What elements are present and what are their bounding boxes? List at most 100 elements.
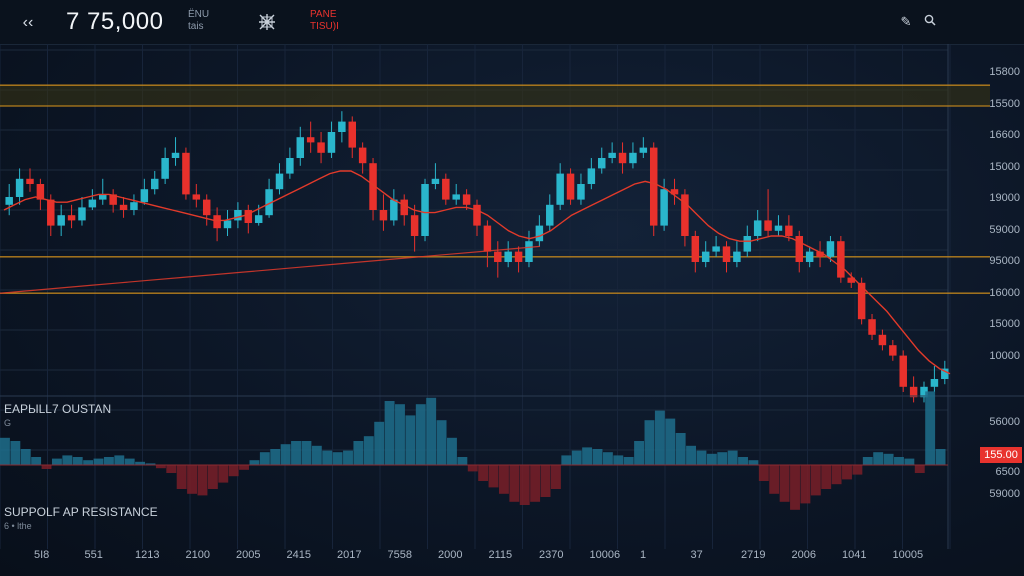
- price-axis-label: 15800: [989, 66, 1020, 78]
- candle-down: [442, 178, 450, 200]
- hist-bar-up: [613, 455, 624, 465]
- current-price: 7 75,000: [66, 8, 164, 35]
- hist-bar-down: [758, 465, 769, 481]
- indicator-axis-label: 56000: [989, 416, 1020, 428]
- symbol-line-2: tais: [188, 21, 204, 32]
- hist-bar-up: [415, 404, 426, 465]
- price-axis-label: 19000: [989, 192, 1020, 204]
- hist-bar-up: [114, 455, 125, 465]
- hist-bar-down: [166, 465, 177, 473]
- candle-down: [306, 137, 315, 143]
- price-axis-label: 10000: [989, 349, 1020, 362]
- right-tools: ✎: [896, 12, 944, 34]
- hist-bar-down: [207, 465, 218, 489]
- candle-down: [837, 241, 845, 278]
- candle-up: [161, 158, 169, 179]
- time-axis-label: 1: [640, 549, 647, 561]
- hist-bar-up: [727, 450, 738, 465]
- hist-bar-up: [10, 441, 21, 465]
- price-badge: 155.00: [980, 447, 1022, 463]
- draw-icon[interactable]: ✎: [900, 14, 912, 29]
- candle-up: [941, 368, 949, 379]
- candle-down: [26, 178, 34, 184]
- candle-down: [119, 204, 128, 210]
- candle-down: [462, 194, 471, 205]
- candle-down: [109, 194, 117, 205]
- candle-up: [587, 168, 596, 184]
- candle-up: [130, 202, 138, 210]
- time-axis-label: 2017: [337, 549, 362, 561]
- candle-down: [379, 210, 388, 221]
- candle-down: [691, 236, 700, 262]
- candle-down: [494, 251, 502, 262]
- alert-indicator[interactable]: PANE TISU)I: [310, 9, 339, 33]
- candle-down: [681, 194, 689, 236]
- time-axis-label: 2370: [539, 549, 564, 561]
- indicator-axis-label: 59000: [989, 488, 1020, 500]
- candle-up: [99, 194, 107, 200]
- crosshair-grid-icon[interactable]: [256, 11, 278, 33]
- candle-up: [930, 379, 939, 387]
- hist-bar-up: [602, 452, 613, 465]
- back-arrows-icon[interactable]: ‹‹: [22, 14, 34, 31]
- symbol-info[interactable]: ЁNU tais: [188, 9, 209, 33]
- hist-bar-up: [322, 450, 333, 465]
- alert-line-2: TISU)I: [310, 21, 339, 32]
- time-axis-label: 5I8: [34, 549, 50, 561]
- hist-bar-up: [717, 452, 728, 465]
- hist-bar-up: [103, 457, 114, 465]
- chart-canvas[interactable]: [0, 44, 1024, 576]
- hist-bar-up: [894, 457, 904, 465]
- hist-bar-down: [800, 465, 811, 504]
- hist-bar-up: [935, 449, 946, 465]
- candle-up: [608, 152, 616, 158]
- candle-down: [213, 215, 221, 229]
- hist-bar-up: [561, 455, 572, 465]
- time-axis-label: 10005: [892, 549, 924, 561]
- candle-down: [868, 319, 876, 335]
- hist-bar-up: [311, 445, 322, 465]
- time-axis-label: 1213: [135, 549, 160, 561]
- hist-bar-down: [155, 465, 166, 469]
- candle-down: [369, 163, 377, 210]
- candle-down: [348, 121, 356, 148]
- hist-bar-down: [821, 465, 832, 489]
- candle-down: [244, 210, 253, 223]
- candle-down: [670, 189, 679, 195]
- hist-bar-down: [187, 465, 198, 494]
- search-icon[interactable]: [920, 12, 940, 32]
- hist-bar-up: [72, 457, 83, 465]
- candle-up: [452, 194, 460, 200]
- hist-bar-up: [883, 453, 894, 465]
- candle-down: [358, 147, 367, 164]
- candle-up: [805, 251, 814, 262]
- hist-bar-up: [124, 458, 135, 465]
- top-toolbar: ‹‹ 7 75,000 ЁNU tais PANE TISU)I ✎: [0, 0, 1024, 45]
- hist-bar-up: [873, 452, 884, 465]
- candle-up: [639, 147, 648, 153]
- hist-bar-up: [332, 452, 343, 465]
- candle-up: [140, 189, 149, 203]
- hist-bar-up: [405, 415, 416, 465]
- hist-bar-up: [654, 410, 665, 465]
- candle-up: [660, 189, 668, 226]
- candle-down: [182, 152, 190, 195]
- time-axis-label: 2005: [236, 549, 261, 561]
- hist-bar-up: [353, 441, 364, 465]
- candle-down: [473, 204, 481, 226]
- candle-down: [618, 152, 627, 164]
- candle-down: [878, 334, 887, 346]
- candle-up: [338, 121, 346, 132]
- crosshair-grid-svg: [259, 14, 275, 30]
- candle-down: [889, 345, 897, 356]
- hist-bar-up: [665, 418, 676, 465]
- candle-up: [743, 236, 752, 252]
- hist-bar-up: [925, 391, 936, 465]
- candle-down: [400, 199, 408, 216]
- hist-bar-down: [228, 465, 239, 477]
- candle-up: [254, 215, 263, 223]
- candle-down: [816, 251, 824, 257]
- hist-bar-up: [62, 455, 73, 465]
- candle-down: [36, 184, 45, 200]
- hist-bar-down: [790, 465, 800, 510]
